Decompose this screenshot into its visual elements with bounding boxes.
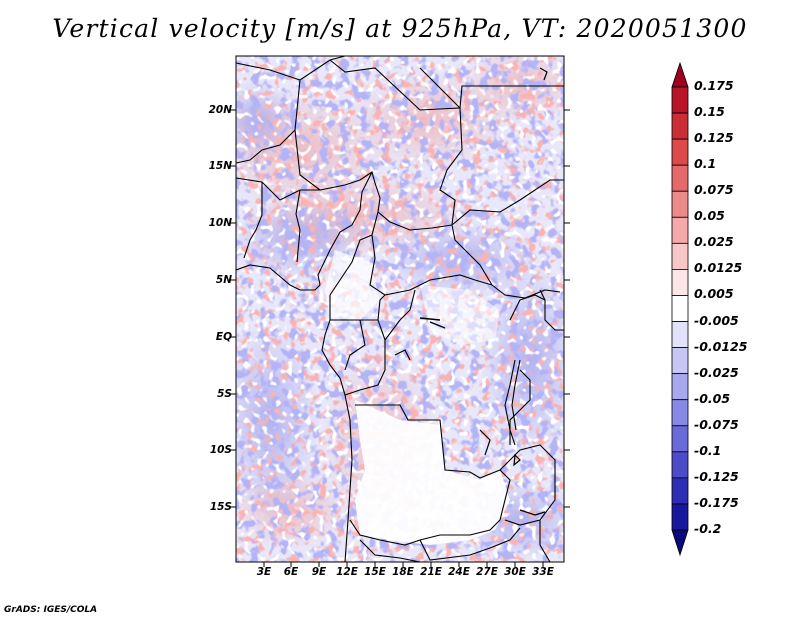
colorbar-level-label: -0.1 [694,442,722,458]
colorbar-bin [671,295,689,322]
colorbar-level-label: -0.0125 [694,338,748,354]
colorbar-level-label: -0.005 [694,312,739,328]
map-title: Vertical velocity [m/s] at 925hPa, VT: 2… [52,14,748,43]
colorbar-level-label: 0.1 [694,156,717,172]
lon-label-27e: 27E [476,566,498,578]
lon-label-15e: 15E [364,566,386,578]
colorbar-bin [671,529,689,557]
colorbar-bin [671,86,689,114]
latitude-ticks [230,109,570,508]
map-frame [235,55,565,563]
colorbar-level-label: 0.15 [694,104,725,120]
colorbar-bin [671,190,689,218]
lat-label-15n: 15N [208,160,232,172]
colorbar-bin [671,347,689,375]
lon-label-24e: 24E [448,566,470,578]
lon-label-18e: 18E [392,566,414,578]
colorbar-bin [671,164,689,192]
colorbar-level-label: 0.125 [694,130,734,146]
colorbar-bin [671,269,689,296]
colorbar-level-label: 0.175 [694,78,734,93]
lon-label-9e: 9E [311,566,327,578]
country-borders [236,56,564,562]
colorbar-bin [671,138,689,166]
lat-label-20n: 20N [208,104,232,116]
colorbar-level-label: 0.0125 [694,260,743,276]
velocity-field [236,56,564,562]
colorbar-level-label: 0.075 [694,182,734,198]
lon-label-30e: 30E [504,566,526,578]
lon-label-33e: 33E [532,566,554,578]
colorbar-level-label: -0.2 [694,521,722,536]
colorbar-bin [671,242,689,270]
colorbar-level-label: -0.175 [694,494,739,510]
lon-label-12e: 12E [336,566,358,578]
lat-label-eq: EQ [215,331,232,343]
colorbar-bin [671,399,689,427]
colorbar-bin [671,503,689,531]
lon-label-6e: 6E [283,566,299,578]
colorbar-bin [671,425,689,453]
colorbar-level-label: -0.05 [694,390,731,406]
colorbar-bin [671,61,689,88]
colorbar-bin [671,321,689,348]
colorbar-level-label: -0.075 [694,416,739,432]
colorbar [671,61,689,557]
colorbar-level-label: 0.05 [694,208,725,224]
colorbar-level-label: -0.125 [694,468,739,484]
colorbar-level-label: 0.005 [694,286,734,302]
colorbar-level-label: 0.025 [694,234,734,250]
longitude-ticks [263,562,544,567]
colorbar-bin [671,112,689,140]
lat-label-5s: 5S [217,388,232,400]
lat-label-10s: 10S [209,444,232,456]
colorbar-bin [671,451,689,479]
lat-label-10n: 10N [208,217,232,229]
colorbar-bin [671,477,689,505]
grads-credit: GrADS: IGES/COLA [4,605,98,615]
colorbar-bin [671,216,689,244]
lon-label-21e: 21E [420,566,442,578]
lat-label-15s: 15S [209,501,232,513]
colorbar-level-label: -0.025 [694,364,739,380]
lat-label-5n: 5N [215,274,232,286]
lon-label-3e: 3E [256,566,272,578]
colorbar-bin [671,373,689,401]
